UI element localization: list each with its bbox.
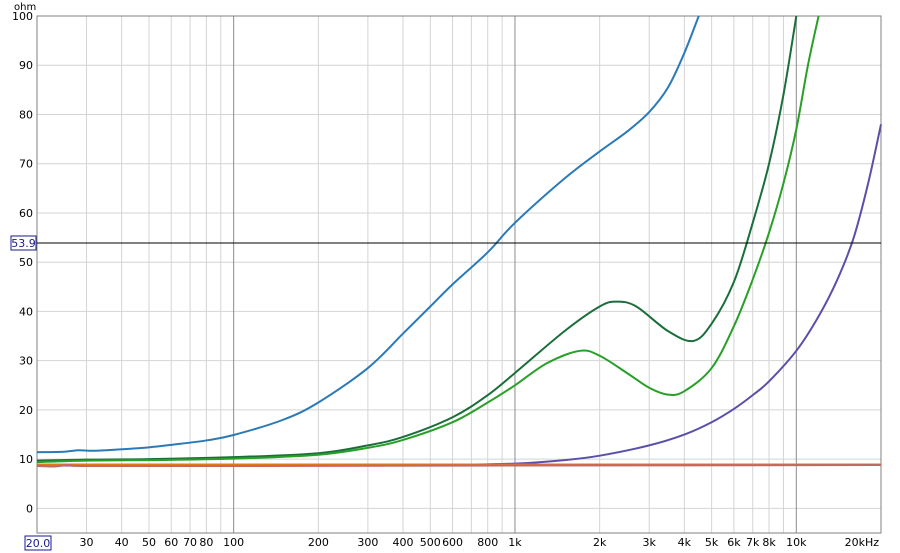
x-tick-label: 6k [727, 536, 741, 549]
x-tick-label: 50 [142, 536, 156, 549]
y-tick-label: 50 [19, 256, 33, 269]
x-start-label: 20.0 [26, 537, 51, 550]
x-tick-label: 600 [442, 536, 463, 549]
x-start-box[interactable] [24, 535, 52, 551]
y-tick-label: 90 [19, 59, 33, 72]
series-layer [36, 15, 882, 468]
x-tick-label: 2k [593, 536, 607, 549]
x-tick-label: 200 [308, 536, 329, 549]
x-tick-label: 10k [786, 536, 807, 549]
y-tick-label: 80 [19, 108, 33, 121]
x-tick-label: 500 [420, 536, 441, 549]
x-tick-label: 5k [705, 536, 719, 549]
y-tick-label: 60 [19, 207, 33, 220]
y-tick-label: 0 [26, 502, 33, 515]
x-tick-label: 30 [80, 536, 94, 549]
x-tick-label: 800 [477, 536, 498, 549]
y-axis-ticks: 0 10 20 30 40 50 60 70 80 90 100 [12, 10, 33, 515]
x-tick-label: 60 [164, 536, 178, 549]
series-line-6 [36, 464, 882, 468]
x-tick-label: 1k [508, 536, 522, 549]
x-tick-label: 300 [357, 536, 378, 549]
y-axis-unit: ohm [14, 2, 36, 13]
y-tick-label: 40 [19, 305, 33, 318]
series-line-1 [36, 15, 700, 454]
x-tick-label: 3k [643, 536, 657, 549]
series-line-3 [36, 15, 820, 464]
grid-major [233, 16, 797, 533]
x-tick-label: 4k [678, 536, 692, 549]
cursor-marker-box[interactable] [10, 235, 37, 251]
x-tick-label: 40 [115, 536, 129, 549]
plot-frame [36, 15, 882, 534]
y-tick-label: 10 [19, 453, 33, 466]
y-tick-label: 20 [19, 404, 33, 417]
x-tick-label: 400 [393, 536, 414, 549]
x-tick-label: 20kHz [845, 536, 880, 549]
y-tick-label: 100 [12, 10, 33, 23]
y-tick-label: 70 [19, 158, 33, 171]
cursor-marker[interactable]: 53.9 [10, 235, 37, 251]
series-line-2 [36, 15, 798, 462]
x-tick-label: 70 [183, 536, 197, 549]
x-tick-label: 80 [199, 536, 213, 549]
x-tick-label: 8k [762, 536, 776, 549]
x-tick-label: 100 [223, 536, 244, 549]
x-axis-ticks: 30 40 50 60 70 80 100 200 300 400 500 600 800 1k 2k 3k 4… [80, 536, 880, 549]
x-start-marker[interactable]: 20.0 [24, 535, 52, 551]
x-tick-label: 7k [746, 536, 760, 549]
y-tick-label: 30 [19, 355, 33, 368]
cursor-marker-label: 53.9 [11, 237, 36, 250]
